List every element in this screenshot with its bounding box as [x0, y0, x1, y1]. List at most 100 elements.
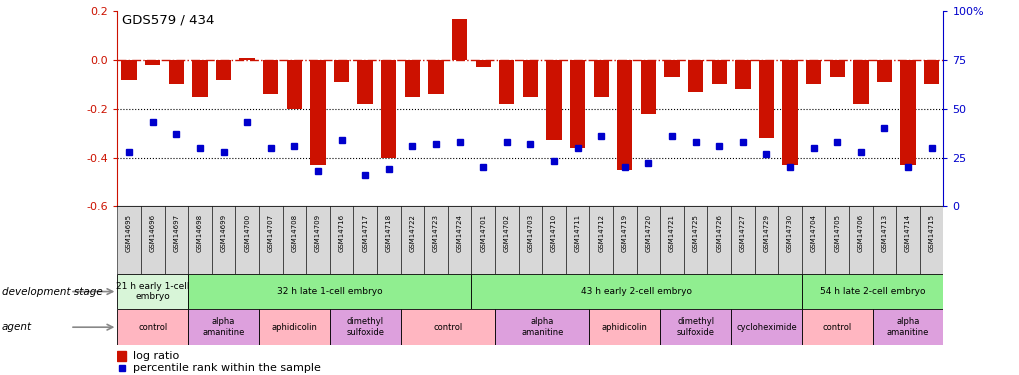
Text: GSM14716: GSM14716 — [338, 214, 344, 252]
Text: alpha
amanitine: alpha amanitine — [521, 318, 562, 337]
Bar — [471, 274, 801, 309]
Bar — [687, 60, 703, 92]
Bar — [259, 206, 282, 274]
Text: control: control — [433, 322, 462, 332]
Text: GSM14711: GSM14711 — [574, 214, 580, 252]
Bar — [683, 206, 707, 274]
Bar — [471, 206, 494, 274]
Bar — [542, 206, 566, 274]
Bar — [187, 206, 212, 274]
Bar — [259, 309, 329, 345]
Bar — [310, 60, 325, 165]
Text: alpha
amanitine: alpha amanitine — [202, 318, 245, 337]
Text: agent: agent — [2, 322, 33, 332]
Bar — [494, 206, 518, 274]
Text: alpha
amanitine: alpha amanitine — [887, 318, 928, 337]
Text: GSM14724: GSM14724 — [457, 214, 463, 252]
Bar — [566, 206, 589, 274]
Bar — [896, 206, 919, 274]
Bar — [187, 274, 471, 309]
Bar — [570, 60, 585, 148]
Bar — [263, 60, 278, 94]
Bar — [447, 206, 471, 274]
Text: GSM14697: GSM14697 — [173, 214, 179, 252]
Bar — [239, 58, 255, 60]
Bar — [400, 309, 494, 345]
Text: GSM14722: GSM14722 — [409, 214, 415, 252]
Text: GSM14730: GSM14730 — [787, 214, 793, 252]
Bar — [333, 60, 348, 82]
Text: GSM14702: GSM14702 — [503, 214, 510, 252]
Text: GSM14714: GSM14714 — [904, 214, 910, 252]
Text: GSM14729: GSM14729 — [762, 214, 768, 252]
Bar — [876, 60, 892, 82]
Text: cycloheximide: cycloheximide — [736, 322, 796, 332]
Text: GSM14719: GSM14719 — [622, 214, 628, 252]
Text: development stage: development stage — [2, 286, 103, 297]
Bar — [612, 206, 636, 274]
Bar — [923, 60, 938, 84]
Text: GSM14708: GSM14708 — [291, 214, 298, 252]
Bar — [424, 206, 447, 274]
Bar — [117, 351, 126, 361]
Bar — [872, 206, 896, 274]
Bar — [329, 309, 400, 345]
Bar — [145, 60, 160, 65]
Text: GSM14706: GSM14706 — [857, 214, 863, 252]
Bar — [494, 309, 589, 345]
Bar — [216, 60, 231, 80]
Bar — [164, 206, 187, 274]
Bar — [731, 309, 801, 345]
Bar — [754, 206, 777, 274]
Bar — [141, 206, 164, 274]
Bar — [872, 309, 943, 345]
Text: 54 h late 2-cell embryo: 54 h late 2-cell embryo — [819, 287, 924, 296]
Bar — [306, 206, 329, 274]
Bar — [852, 60, 868, 104]
Text: dimethyl
sulfoxide: dimethyl sulfoxide — [676, 318, 714, 337]
Bar — [824, 206, 848, 274]
Bar — [801, 309, 872, 345]
Bar — [616, 60, 632, 170]
Bar — [187, 309, 259, 345]
Text: log ratio: log ratio — [133, 351, 179, 361]
Bar — [801, 274, 943, 309]
Bar — [659, 206, 683, 274]
Bar — [451, 18, 467, 60]
Bar — [286, 60, 302, 109]
Bar — [405, 60, 420, 97]
Text: GDS579 / 434: GDS579 / 434 — [122, 13, 215, 26]
Text: 43 h early 2-cell embryo: 43 h early 2-cell embryo — [581, 287, 692, 296]
Text: GSM14715: GSM14715 — [927, 214, 933, 252]
Bar — [428, 60, 443, 94]
Text: GSM14700: GSM14700 — [244, 214, 250, 252]
Text: aphidicolin: aphidicolin — [271, 322, 317, 332]
Bar — [735, 60, 750, 89]
Text: control: control — [138, 322, 167, 332]
Bar — [168, 60, 183, 84]
Text: GSM14701: GSM14701 — [480, 214, 486, 252]
Text: GSM14720: GSM14720 — [645, 214, 651, 252]
Text: GSM14721: GSM14721 — [668, 214, 675, 252]
Bar — [192, 60, 208, 97]
Text: GSM14713: GSM14713 — [880, 214, 887, 252]
Bar — [117, 309, 187, 345]
Text: GSM14718: GSM14718 — [385, 214, 391, 252]
Bar — [498, 60, 514, 104]
Bar — [758, 60, 773, 138]
Bar — [707, 206, 731, 274]
Text: GSM14727: GSM14727 — [739, 214, 745, 252]
Bar — [400, 206, 424, 274]
Bar — [282, 206, 306, 274]
Bar — [801, 206, 824, 274]
Text: aphidicolin: aphidicolin — [601, 322, 647, 332]
Text: GSM14698: GSM14698 — [197, 214, 203, 252]
Bar — [329, 206, 353, 274]
Bar — [212, 206, 235, 274]
Text: dimethyl
sulfoxide: dimethyl sulfoxide — [345, 318, 384, 337]
Bar — [117, 274, 187, 309]
Bar — [663, 60, 679, 77]
Text: GSM14704: GSM14704 — [810, 214, 816, 252]
Bar — [782, 60, 797, 165]
Bar — [518, 206, 542, 274]
